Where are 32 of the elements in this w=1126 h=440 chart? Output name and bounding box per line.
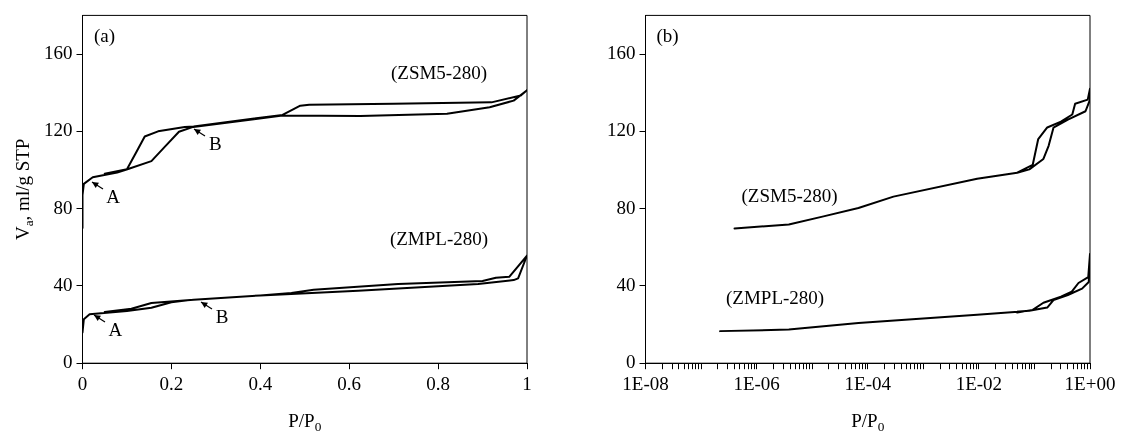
series-label: (ZMPL-280): [726, 287, 825, 310]
annotation: A: [106, 185, 121, 207]
annotation: A: [108, 318, 123, 340]
y-axis-title: Va, ml/g STP: [11, 138, 37, 241]
x-tick-label: 1E-06: [733, 372, 780, 394]
series-label: (ZSM5-280): [390, 62, 488, 85]
series-label: (ZMPL-280): [389, 227, 489, 250]
y-tick-label: 160: [44, 42, 73, 64]
x-tick-label: 1E+00: [1064, 372, 1116, 394]
x-tick-label: 0.8: [426, 372, 450, 394]
x-tick-label: 1E-04: [844, 372, 892, 394]
x-tick-label: 0.4: [248, 372, 273, 394]
annotation: B: [209, 133, 222, 155]
x-tick-label: 0.6: [337, 372, 362, 394]
annotation: (b): [656, 25, 679, 48]
series-label: (ZSM5-280): [741, 184, 838, 207]
x-tick-label: 1E-02: [955, 372, 1003, 394]
y-tick-label: 120: [607, 119, 636, 141]
y-tick-label: 160: [607, 42, 636, 64]
y-tick-label: 40: [616, 273, 636, 295]
x-tick-label: 1: [522, 372, 532, 394]
y-tick-label: 0: [626, 351, 636, 373]
y-tick-label: 0: [63, 351, 73, 373]
x-tick-label: 0: [77, 372, 88, 394]
y-tick-label: 80: [616, 196, 636, 218]
y-tick-label: 120: [44, 119, 73, 141]
y-tick-label: 80: [53, 196, 73, 218]
y-tick-label: 40: [53, 273, 73, 295]
annotation: B: [215, 306, 229, 328]
x-tick-label: 1E-08: [622, 372, 669, 394]
annotation: (a): [93, 25, 116, 48]
x-tick-label: 0.2: [159, 372, 184, 394]
